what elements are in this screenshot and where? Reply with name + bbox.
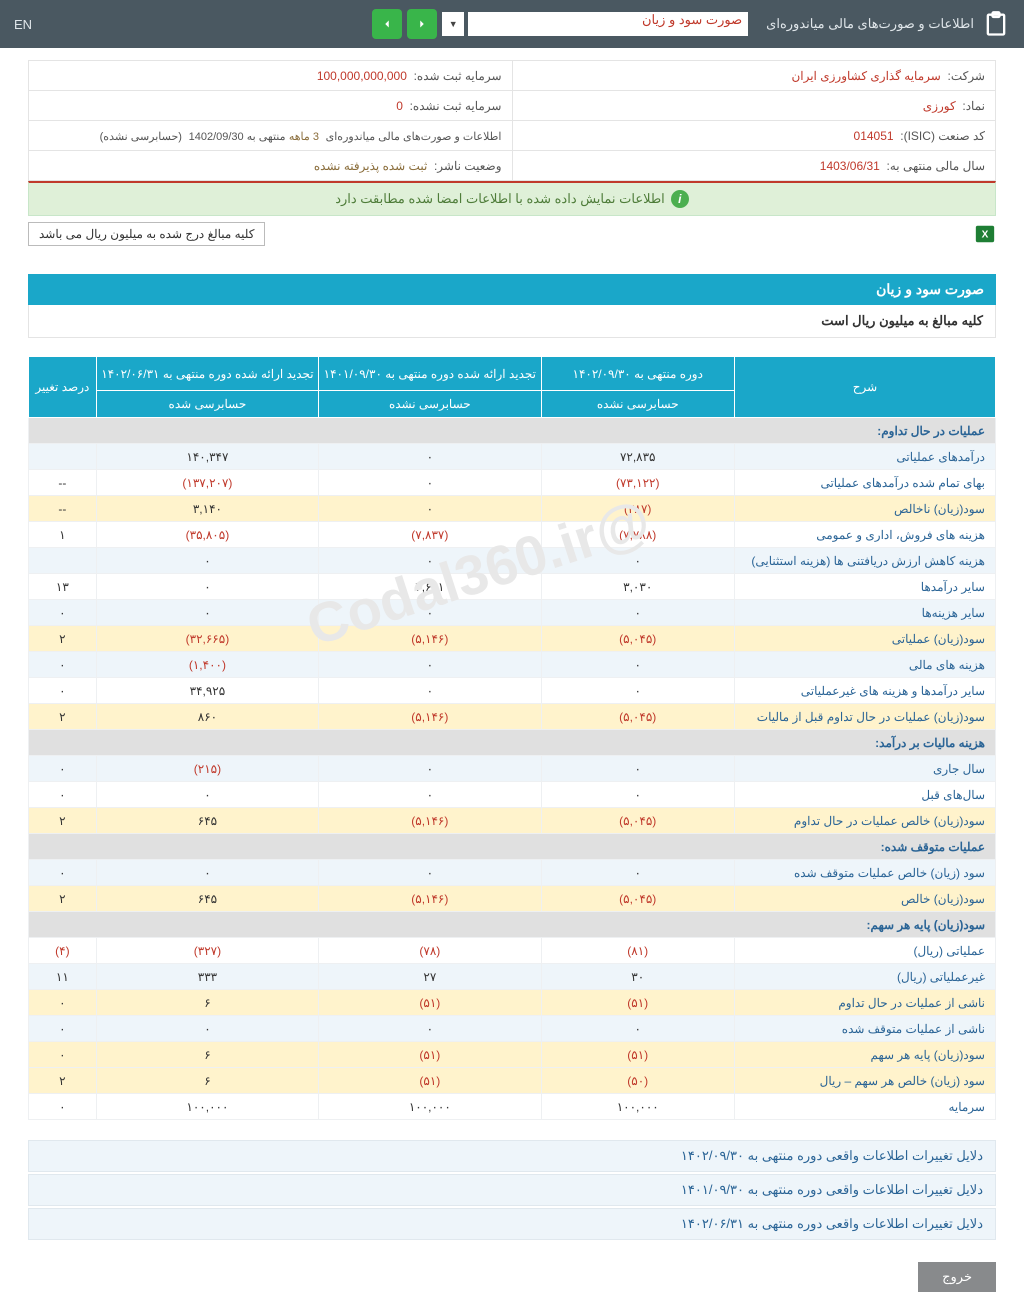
table-row: سود(زیان) ناخالص(۲۸۷)۰۳,۱۴۰-- <box>29 496 996 522</box>
unreg-label: سرمایه ثبت نشده: <box>410 99 502 113</box>
section-title: صورت سود و زیان <box>28 274 996 305</box>
period-months: 3 ماهه <box>289 131 319 143</box>
table-row: سود(زیان) خالص(۵,۰۴۵)(۵,۱۴۶)۶۴۵۲ <box>29 886 996 912</box>
table-row: سود (زیان) خالص هر سهم – ریال(۵۰)(۵۱)۶۲ <box>29 1068 996 1094</box>
unreg-value: 0 <box>396 99 403 113</box>
lang-toggle[interactable]: EN <box>14 17 32 32</box>
th-c3: تجدید ارائه شده دوره منتهی به ۱۴۰۲/۰۶/۳۱ <box>96 357 318 391</box>
exit-button[interactable]: خروج <box>918 1262 996 1292</box>
table-row: هزینه های فروش، اداری و عمومی(۷,۷۸۸)(۷,۸… <box>29 522 996 548</box>
table-row: هزینه مالیات بر درآمد: <box>29 730 996 756</box>
company-value: سرمایه گذاری کشاورزی ایران <box>791 69 940 83</box>
table-row: ناشی از عملیات متوقف شده۰۰۰۰ <box>29 1016 996 1042</box>
prev-button[interactable] <box>407 9 437 39</box>
table-row: سود(زیان) خالص عملیات در حال تداوم(۵,۰۴۵… <box>29 808 996 834</box>
status-label: وضعیت ناشر: <box>434 159 502 173</box>
table-row: درآمدهای عملیاتی۷۲,۸۳۵۰۱۴۰,۳۴۷ <box>29 444 996 470</box>
symbol-label: نماد: <box>962 99 985 113</box>
svg-text:X: X <box>982 230 989 241</box>
table-row: عملیات متوقف شده: <box>29 834 996 860</box>
table-row: بهای تمام شده درآمدهای عملیاتی(۷۳,۱۲۲)۰(… <box>29 470 996 496</box>
next-button[interactable] <box>372 9 402 39</box>
table-row: سال جاری۰۰(۲۱۵)۰ <box>29 756 996 782</box>
table-row: عملیاتی (ریال)(۸۱)(۷۸)(۳۲۷)(۴) <box>29 938 996 964</box>
reasons-section: دلایل تغییرات اطلاعات واقعی دوره منتهی ب… <box>28 1140 996 1240</box>
info-icon: i <box>671 190 689 208</box>
table-row: هزینه کاهش ارزش دریافتنی ها (هزینه استثن… <box>29 548 996 574</box>
topbar-title: اطلاعات و صورت‌های مالی میاندوره‌ای <box>766 16 974 32</box>
info-banner: i اطلاعات نمایش داده شده با اطلاعات امضا… <box>28 181 996 216</box>
currency-note: کلیه مبالغ درج شده به میلیون ریال می باش… <box>28 222 265 246</box>
status-value: ثبت شده پذیرفته نشده <box>314 159 427 173</box>
topbar: اطلاعات و صورت‌های مالی میاندوره‌ای صورت… <box>0 0 1024 48</box>
th-c2: تجدید ارائه شده دوره منتهی به ۱۴۰۱/۰۹/۳۰ <box>319 357 541 391</box>
clipboard-icon <box>982 10 1010 38</box>
table-row: غیرعملیاتی (ریال)۳۰۲۷۳۳۳۱۱ <box>29 964 996 990</box>
period-end: منتهی به 1402/09/30 <box>189 131 286 143</box>
meta-table: شرکت: سرمایه گذاری کشاورزی ایران سرمایه … <box>28 60 996 181</box>
table-row: سال‌های قبل۰۰۰۰ <box>29 782 996 808</box>
report-select[interactable]: صورت سود و زیان <box>468 12 748 36</box>
table-row: سود(زیان) پایه هر سهم: <box>29 912 996 938</box>
isic-value: 014051 <box>854 129 894 143</box>
symbol-value: کورزی <box>923 99 956 113</box>
dropdown-small[interactable]: ▼ <box>442 12 464 36</box>
table-row: ناشی از عملیات در حال تداوم(۵۱)(۵۱)۶۰ <box>29 990 996 1016</box>
reason-item: دلایل تغییرات اطلاعات واقعی دوره منتهی ب… <box>28 1174 996 1206</box>
table-row: سود(زیان) پایه هر سهم(۵۱)(۵۱)۶۰ <box>29 1042 996 1068</box>
excel-icon[interactable]: X <box>974 223 996 245</box>
table-row: سود(زیان) عملیات در حال تداوم قبل از مال… <box>29 704 996 730</box>
section-subtitle: کلیه مبالغ به میلیون ریال است <box>28 305 996 338</box>
year-value: 1403/06/31 <box>820 159 880 173</box>
table-row: سایر درآمدها و هزینه های غیرعملیاتی۰۰۳۴,… <box>29 678 996 704</box>
table-row: عملیات در حال تداوم: <box>29 418 996 444</box>
th-desc: شرح <box>734 357 995 418</box>
capital-value: 100,000,000,000 <box>317 69 407 83</box>
th-c4: درصد تغییر <box>29 357 97 418</box>
table-row: هزینه های مالی۰۰(۱,۴۰۰)۰ <box>29 652 996 678</box>
table-row: سود (زیان) خالص عملیات متوقف شده۰۰۰۰ <box>29 860 996 886</box>
period-audit: (حسابرسی نشده) <box>100 131 182 143</box>
th-c2s: حسابرسی نشده <box>319 391 541 418</box>
company-label: شرکت: <box>947 69 985 83</box>
th-c1s: حسابرسی نشده <box>541 391 734 418</box>
th-c3s: حسابرسی شده <box>96 391 318 418</box>
year-label: سال مالی منتهی به: <box>887 159 985 173</box>
period-label: اطلاعات و صورت‌های مالی میاندوره‌ای <box>326 131 502 143</box>
table-row: سرمایه۱۰۰,۰۰۰۱۰۰,۰۰۰۱۰۰,۰۰۰۰ <box>29 1094 996 1120</box>
table-row: سایر هزینه‌ها۰۰۰۰ <box>29 600 996 626</box>
reason-item: دلایل تغییرات اطلاعات واقعی دوره منتهی ب… <box>28 1140 996 1172</box>
data-table: شرح دوره منتهی به ۱۴۰۲/۰۹/۳۰ تجدید ارائه… <box>28 356 996 1120</box>
th-c1: دوره منتهی به ۱۴۰۲/۰۹/۳۰ <box>541 357 734 391</box>
isic-label: کد صنعت (ISIC): <box>900 129 985 143</box>
table-row: سایر درآمدها۳,۰۳۰۲,۶۹۱۰۱۳ <box>29 574 996 600</box>
table-row: سود(زیان) عملیاتی(۵,۰۴۵)(۵,۱۴۶)(۳۲,۶۶۵)۲ <box>29 626 996 652</box>
banner-text: اطلاعات نمایش داده شده با اطلاعات امضا ش… <box>335 191 665 207</box>
capital-label: سرمایه ثبت شده: <box>414 69 502 83</box>
reason-item: دلایل تغییرات اطلاعات واقعی دوره منتهی ب… <box>28 1208 996 1240</box>
